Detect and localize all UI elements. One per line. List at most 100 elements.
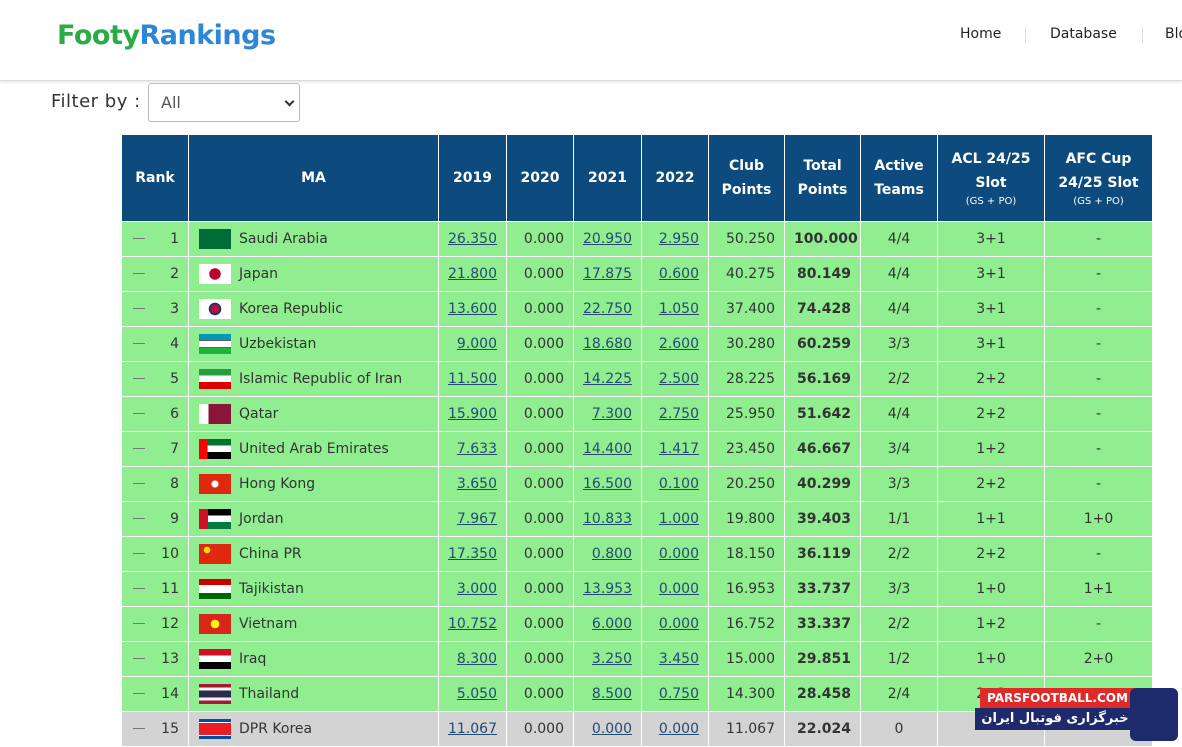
value-cell: 3+1 [937, 325, 1045, 362]
cell-value: 1+0 [1083, 510, 1114, 527]
value-cell: 8.300 [438, 640, 507, 677]
filter-select[interactable]: All [148, 83, 300, 122]
points-link[interactable]: 2.750 [658, 405, 699, 422]
rank-cell: 12 [121, 605, 189, 642]
rank-cell: 2 [121, 255, 189, 292]
nav-link[interactable]: Home [960, 26, 1002, 42]
points-link[interactable]: 20.950 [583, 230, 632, 247]
flag [199, 683, 231, 704]
cell-value: 20.250 [726, 475, 775, 492]
cell-value: - [1095, 615, 1102, 632]
points-link[interactable]: 17.350 [448, 545, 497, 562]
points-link[interactable]: 1.000 [658, 510, 699, 527]
trend-icon [133, 273, 145, 274]
points-link[interactable]: 13.953 [583, 580, 632, 597]
table-row: 5 Islamic Republic of Iran 11.500 0.000 14.2… [121, 360, 1153, 397]
points-link[interactable]: 0.000 [658, 545, 699, 562]
nav-link[interactable]: Blo [1165, 26, 1182, 42]
points-link[interactable]: 13.600 [448, 300, 497, 317]
member-name: Uzbekistan [239, 335, 317, 352]
points-link[interactable]: 0.600 [658, 265, 699, 282]
cell-value: 2+2 [976, 545, 1006, 562]
points-link[interactable]: 2.950 [658, 230, 699, 247]
points-link[interactable]: 17.875 [583, 265, 632, 282]
flag [199, 228, 231, 249]
rank: 6 [170, 405, 179, 422]
points-link[interactable]: 1.417 [658, 440, 699, 457]
cell-value: 11.067 [726, 720, 775, 737]
points-link[interactable]: 2.600 [658, 335, 699, 352]
header-text: MA [301, 169, 326, 186]
value-cell: 2/2 [860, 605, 938, 642]
value-cell: 14.400 [573, 430, 642, 467]
points-link[interactable]: 9.000 [456, 335, 497, 352]
points-link[interactable]: 15.900 [448, 405, 497, 422]
points-link[interactable]: 18.680 [583, 335, 632, 352]
points-link[interactable]: 14.400 [583, 440, 632, 457]
value-cell: 56.169 [784, 360, 861, 397]
member-name: Vietnam [239, 615, 298, 632]
points-link[interactable]: 11.067 [448, 720, 497, 737]
value-cell: 2.600 [641, 325, 709, 362]
logo[interactable]: FootyRankings [57, 20, 276, 51]
nav-link[interactable]: Database [1050, 26, 1117, 42]
points-link[interactable]: 7.967 [456, 510, 497, 527]
cell-value: 4/4 [887, 405, 911, 422]
flag [199, 718, 231, 739]
member-name: Hong Kong [239, 475, 316, 492]
points-link[interactable]: 2.500 [658, 370, 699, 387]
member-cell: Saudi Arabia [188, 220, 439, 257]
value-cell: 3.000 [438, 570, 507, 607]
points-link[interactable]: 7.300 [591, 405, 632, 422]
points-link[interactable]: 6.000 [591, 615, 632, 632]
member-name: Saudi Arabia [239, 230, 328, 247]
value-cell: 11.500 [438, 360, 507, 397]
member-name: Jordan [239, 510, 284, 527]
points-link[interactable]: 11.500 [448, 370, 497, 387]
points-link[interactable]: 10.833 [583, 510, 632, 527]
value-cell: 0.000 [506, 255, 574, 292]
points-link[interactable]: 3.000 [456, 580, 497, 597]
points-link[interactable]: 7.633 [456, 440, 497, 457]
points-link[interactable]: 3.650 [456, 475, 497, 492]
points-link[interactable]: 8.500 [591, 685, 632, 702]
points-link[interactable]: 0.100 [658, 475, 699, 492]
trend-icon [133, 343, 145, 344]
points-link[interactable]: 0.000 [658, 580, 699, 597]
points-link[interactable]: 10.752 [448, 615, 497, 632]
points-link[interactable]: 0.800 [591, 545, 632, 562]
points-link[interactable]: 8.300 [456, 650, 497, 667]
points-link[interactable]: 3.450 [658, 650, 699, 667]
header-row: Rank MA 2019 2020 2021 2022 Club Points Total P… [121, 135, 1153, 222]
points-link[interactable]: 0.000 [658, 720, 699, 737]
points-link[interactable]: 0.000 [658, 615, 699, 632]
header-text: Club Points [721, 157, 772, 198]
cell-value: - [1095, 230, 1102, 247]
points-link[interactable]: 0.750 [658, 685, 699, 702]
cell-value: 1/2 [887, 650, 911, 667]
member-cell: Hong Kong [188, 465, 439, 502]
table-row: 13 Iraq 8.300 0.000 3.250 3.450 15.000 29.851 1/… [121, 640, 1153, 677]
cell-value: 2+2 [976, 405, 1006, 422]
points-link[interactable]: 14.225 [583, 370, 632, 387]
points-link[interactable]: 21.800 [448, 265, 497, 282]
points-link[interactable]: 5.050 [456, 685, 497, 702]
points-link[interactable]: 26.350 [448, 230, 497, 247]
rank-cell: 3 [121, 290, 189, 327]
value-cell: 1/1 [860, 500, 938, 537]
cell-value: 1+0 [976, 650, 1006, 667]
points-link[interactable]: 22.750 [583, 300, 632, 317]
table-row: 9 Jordan 7.967 0.000 10.833 1.000 19.800 39.403… [121, 500, 1153, 537]
cell-value: 23.450 [726, 440, 775, 457]
value-cell: 0.000 [641, 605, 709, 642]
points-link[interactable]: 1.050 [658, 300, 699, 317]
value-cell: 7.300 [573, 395, 642, 432]
member-cell: Qatar [188, 395, 439, 432]
value-cell: 13.953 [573, 570, 642, 607]
points-link[interactable]: 3.250 [591, 650, 632, 667]
points-link[interactable]: 0.000 [591, 720, 632, 737]
value-cell: 0.000 [506, 535, 574, 572]
points-link[interactable]: 16.500 [583, 475, 632, 492]
cell-value: 0.000 [523, 335, 564, 352]
